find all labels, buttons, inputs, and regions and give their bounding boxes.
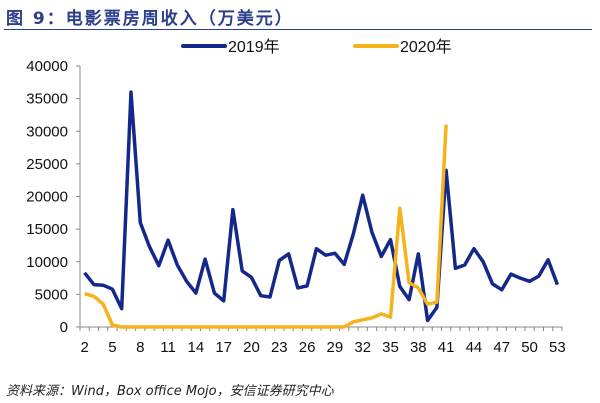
y-tick-label: 15000	[26, 221, 68, 238]
x-tick-label: 26	[299, 339, 316, 356]
x-tick-label: 11	[160, 339, 176, 356]
x-tick-label: 41	[438, 339, 455, 356]
x-tick-label: 5	[108, 339, 116, 356]
y-tick-label: 30000	[26, 123, 68, 140]
legend-label: 2020年	[400, 38, 452, 56]
y-tick-label: 0	[60, 319, 68, 336]
x-tick-label: 29	[327, 339, 344, 356]
x-tick-label: 47	[493, 339, 510, 356]
y-tick-label: 35000	[26, 91, 68, 108]
x-tick-label: 2	[80, 339, 88, 356]
x-tick-label: 38	[410, 339, 427, 356]
x-tick-label: 32	[354, 339, 371, 356]
x-tick-label: 17	[215, 339, 232, 356]
x-tick-label: 44	[466, 339, 483, 356]
title-divider	[4, 29, 592, 30]
series-line-2019年	[83, 90, 560, 323]
source-note: 资料来源：Wind，Box office Mojo，安信证券研究中心	[6, 384, 334, 399]
y-tick-label: 20000	[26, 189, 68, 206]
x-tick-label: 23	[271, 339, 288, 356]
x-tick-label: 14	[188, 339, 205, 356]
y-tick-label: 5000	[35, 286, 68, 303]
legend-label: 2019年	[228, 38, 280, 56]
x-tick-label: 35	[382, 339, 399, 356]
y-tick-label: 40000	[26, 58, 68, 75]
y-tick-label: 10000	[26, 254, 68, 271]
chart-title: 图 9：电影票房周收入（万美元）	[6, 9, 294, 29]
x-tick-label: 50	[521, 339, 538, 356]
x-tick-label: 8	[136, 339, 144, 356]
x-tick-label: 53	[549, 339, 566, 356]
series-line-2020年	[84, 124, 448, 329]
x-tick-label: 20	[243, 339, 260, 356]
y-tick-label: 25000	[26, 156, 68, 173]
